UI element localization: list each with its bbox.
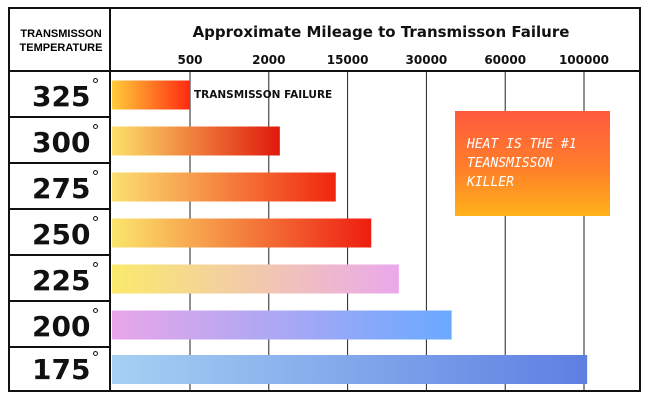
chart-title: Approximate Mileage to Transmisson Failu… <box>192 23 570 41</box>
degree-sign: ° <box>91 258 100 278</box>
degree-sign: ° <box>91 120 100 140</box>
callout-line-3: KILLER <box>467 175 514 190</box>
x-tick-label: 60000 <box>484 53 526 67</box>
temp-row-300: 300 ° <box>10 119 112 165</box>
bar-300 <box>112 126 280 156</box>
x-tick-label: 30000 <box>406 53 448 67</box>
bar-250 <box>112 218 372 248</box>
temp-row-225: 225 ° <box>10 257 112 303</box>
temp-label-175: 175 <box>32 353 91 386</box>
row-header-line-1: TRANSMISSON <box>20 28 102 40</box>
temp-row-275: 275 ° <box>10 165 112 211</box>
temp-row-325: 325 ° <box>10 73 112 119</box>
degree-sign: ° <box>91 304 100 324</box>
temp-row-200: 200 ° <box>10 303 112 349</box>
bar-225 <box>112 264 399 294</box>
bar-325 <box>112 80 190 110</box>
chart-frame: TRANSMISSON TEMPERATURE Approximate Mile… <box>8 7 641 392</box>
degree-sign: ° <box>91 74 100 94</box>
x-tick-label: 2000 <box>252 53 285 67</box>
bar-200 <box>112 310 452 340</box>
row-header: TRANSMISSON TEMPERATURE <box>10 9 112 73</box>
temp-label-275: 275 <box>32 171 91 205</box>
temp-label-225: 225 <box>32 263 91 297</box>
bar-175 <box>112 355 588 384</box>
callout-line-2: TEANSMISSON <box>467 156 554 171</box>
x-tick-label: 500 <box>177 53 202 67</box>
temp-row-175: 175 ° <box>10 348 112 390</box>
row-header-line-2: TEMPERATURE <box>19 42 103 54</box>
temp-label-200: 200 <box>32 309 91 343</box>
temp-label-250: 250 <box>32 217 91 251</box>
temp-label-325: 325 <box>32 79 91 113</box>
x-tick-label: 15000 <box>327 53 369 67</box>
temp-label-300: 300 <box>32 125 91 159</box>
x-tick-label: 100000 <box>559 53 609 67</box>
degree-sign: ° <box>91 348 100 367</box>
bar-275 <box>112 172 336 202</box>
callout-line-1: HEAT IS THE #1 <box>467 137 577 152</box>
bar-annotation: TRANSMISSON FAILURE <box>194 89 332 101</box>
temp-row-250: 250 ° <box>10 211 112 257</box>
callout-box: HEAT IS THE #1 TEANSMISSON KILLER <box>455 111 610 216</box>
degree-sign: ° <box>91 212 100 232</box>
degree-sign: ° <box>91 166 100 186</box>
